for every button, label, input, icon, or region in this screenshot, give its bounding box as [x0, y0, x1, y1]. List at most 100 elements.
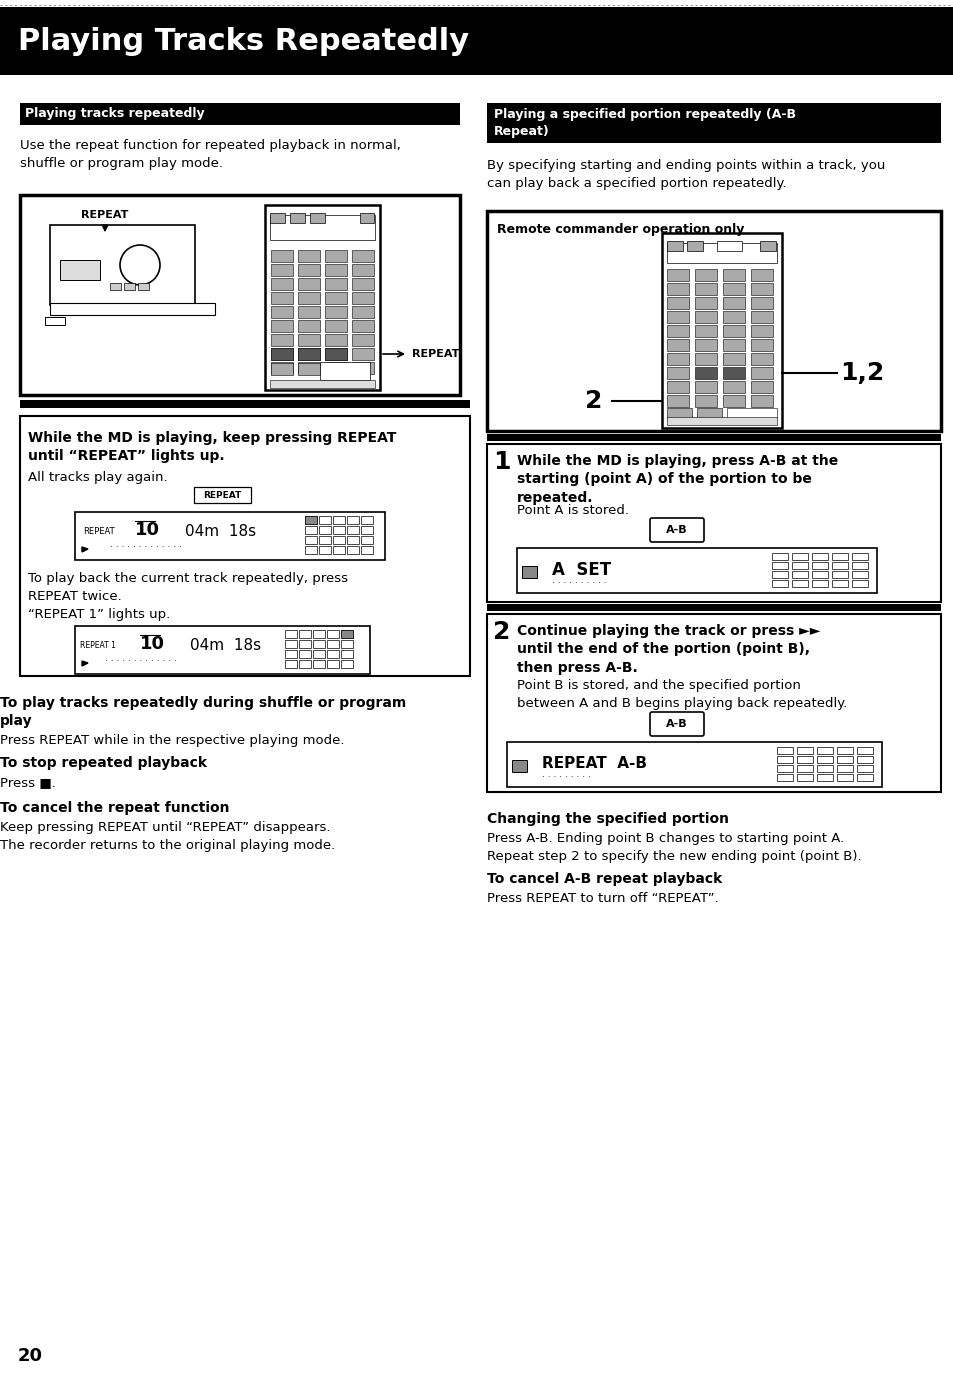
Bar	[695, 395, 717, 407]
Bar	[750, 297, 772, 309]
Bar	[327, 631, 338, 638]
Text: · · · · · · · · · · · · ·: · · · · · · · · · · · · ·	[110, 542, 182, 552]
Bar	[750, 283, 772, 295]
Bar	[138, 283, 149, 290]
Bar	[831, 580, 847, 586]
Bar	[318, 535, 331, 544]
Bar	[776, 756, 792, 763]
Bar	[298, 660, 311, 668]
Bar	[686, 241, 702, 251]
Bar	[271, 363, 293, 375]
Bar	[340, 640, 353, 649]
Bar	[722, 381, 744, 393]
Bar	[771, 580, 787, 586]
Text: Press REPEAT to turn off “REPEAT”.: Press REPEAT to turn off “REPEAT”.	[486, 891, 718, 905]
Bar	[333, 516, 345, 524]
Text: All tracks play again.: All tracks play again.	[28, 471, 168, 484]
Bar	[722, 283, 744, 295]
Bar	[333, 526, 345, 534]
Bar	[851, 562, 867, 569]
Bar	[271, 250, 293, 262]
Text: Point B is stored, and the specified portion
between A and B begins playing back: Point B is stored, and the specified por…	[517, 679, 846, 709]
Bar	[297, 277, 319, 290]
Bar	[347, 526, 358, 534]
Text: By specifying starting and ending points within a track, you
can play back a spe: By specifying starting and ending points…	[486, 159, 884, 190]
Text: A-B: A-B	[665, 719, 687, 729]
Bar	[297, 250, 319, 262]
Bar	[666, 353, 688, 364]
Bar	[717, 241, 741, 251]
Bar	[791, 562, 807, 569]
Bar	[517, 548, 876, 593]
Bar	[347, 546, 358, 553]
Bar	[265, 206, 379, 391]
Bar	[666, 339, 688, 351]
Bar	[666, 408, 691, 418]
Bar	[271, 348, 293, 360]
Bar	[750, 353, 772, 364]
Bar	[352, 293, 374, 304]
Bar	[319, 362, 370, 380]
Polygon shape	[82, 661, 88, 667]
Bar	[325, 362, 347, 374]
Bar	[666, 310, 688, 323]
Bar	[325, 363, 347, 375]
Bar	[750, 269, 772, 282]
Bar	[340, 631, 353, 638]
Bar	[270, 380, 375, 388]
Bar	[695, 297, 717, 309]
Bar	[666, 417, 776, 425]
Bar	[666, 241, 682, 251]
Bar	[340, 631, 353, 638]
Bar	[836, 774, 852, 781]
Bar	[352, 348, 374, 360]
Bar	[318, 516, 331, 524]
Bar	[776, 774, 792, 781]
Bar	[270, 213, 285, 224]
Bar	[318, 546, 331, 553]
Bar	[771, 571, 787, 578]
Text: Playing a specified portion repeatedly (A-B
Repeat): Playing a specified portion repeatedly (…	[494, 108, 795, 138]
Bar	[486, 444, 940, 602]
Bar	[271, 277, 293, 290]
Bar	[695, 269, 717, 282]
Bar	[666, 297, 688, 309]
Text: 2: 2	[493, 620, 510, 644]
Bar	[856, 774, 872, 781]
Bar	[305, 516, 316, 524]
Bar	[360, 516, 373, 524]
Bar	[722, 326, 744, 337]
Bar	[796, 765, 812, 771]
Bar	[271, 320, 293, 333]
Bar	[75, 512, 385, 560]
Bar	[811, 553, 827, 560]
Bar	[796, 747, 812, 753]
Bar	[285, 660, 296, 668]
Bar	[695, 353, 717, 364]
Bar	[360, 526, 373, 534]
Bar	[285, 631, 296, 638]
Text: 04m  18s: 04m 18s	[190, 638, 261, 653]
Bar	[666, 326, 688, 337]
Text: 1,2: 1,2	[840, 362, 883, 385]
Bar	[60, 259, 100, 280]
Bar	[325, 277, 347, 290]
Bar	[325, 306, 347, 317]
Bar	[347, 516, 358, 524]
Text: Playing Tracks Repeatedly: Playing Tracks Repeatedly	[18, 26, 469, 55]
Bar	[722, 395, 744, 407]
Bar	[750, 395, 772, 407]
Bar	[360, 546, 373, 553]
Bar	[352, 362, 374, 374]
Bar	[836, 747, 852, 753]
Bar	[760, 241, 775, 251]
Bar	[352, 320, 374, 333]
Bar	[298, 650, 311, 658]
Bar	[856, 765, 872, 771]
Bar	[325, 320, 347, 333]
Bar	[327, 660, 338, 668]
Bar	[750, 367, 772, 380]
Text: Keep pressing REPEAT until “REPEAT” disappears.
The recorder returns to the orig: Keep pressing REPEAT until “REPEAT” disa…	[0, 821, 335, 851]
Bar	[811, 580, 827, 586]
Bar	[521, 566, 537, 578]
